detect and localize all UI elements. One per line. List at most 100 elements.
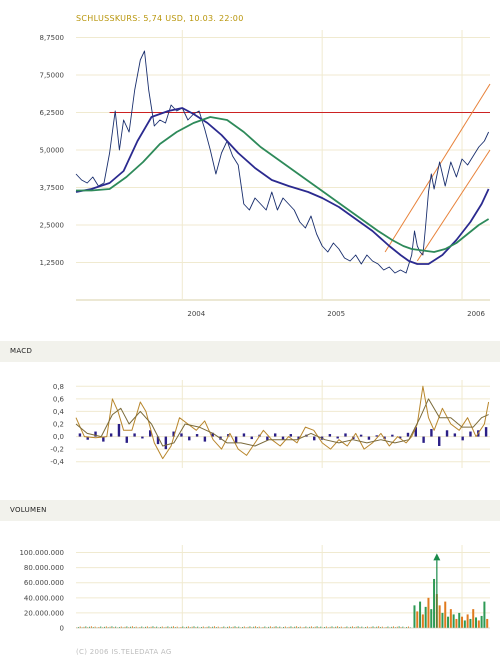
macd-histogram-bar xyxy=(109,433,113,437)
price-series-ma_fast xyxy=(75,107,490,265)
volume-bar xyxy=(458,612,461,628)
macd-y-tick-label: 0,8 xyxy=(53,383,64,391)
volume-bar-small xyxy=(89,626,91,628)
macd-histogram-bar xyxy=(289,434,293,437)
volume-bar-small xyxy=(102,627,104,628)
volume-bar-small xyxy=(305,626,307,628)
volume-bar-small xyxy=(131,626,133,628)
volume-bar-small xyxy=(266,627,268,628)
macd-histogram-bar xyxy=(367,436,371,440)
volume-bar xyxy=(427,597,430,628)
volume-bar-small xyxy=(370,626,372,628)
volume-bar-small xyxy=(389,627,391,628)
volume-bar-small xyxy=(243,626,245,628)
volume-bar xyxy=(421,614,424,628)
macd-histogram-bar xyxy=(156,436,160,445)
volume-bar-small xyxy=(109,626,111,628)
price-y-tick-label: 3,7500 xyxy=(40,184,65,192)
macd-histogram-bar xyxy=(141,436,144,439)
volume-bar-small xyxy=(191,626,193,628)
volume-bar-small xyxy=(366,626,368,628)
volume-bar-small xyxy=(288,626,290,628)
volume-bar-small xyxy=(335,626,337,628)
volume-bar-small xyxy=(169,627,171,628)
macd-histogram-bar xyxy=(359,434,363,437)
volume-bar-small xyxy=(217,626,219,628)
volume-bar-small xyxy=(92,627,94,628)
volume-bar xyxy=(469,618,472,628)
volume-bar-small xyxy=(163,627,165,628)
volume-bar-small xyxy=(176,626,178,628)
volume-bar-small xyxy=(161,626,163,628)
volume-bar-small xyxy=(385,626,387,628)
macd-histogram-bar xyxy=(391,434,394,437)
volume-bar-small xyxy=(124,626,126,628)
volume-bar xyxy=(441,612,444,628)
macd-histogram-bar xyxy=(344,433,347,437)
volume-bar-small xyxy=(128,627,130,628)
price-y-tick-label: 2,5000 xyxy=(40,222,65,230)
volume-title: VOLUMEN xyxy=(10,506,47,514)
quote-header: SCHLUSSKURS: 5,74 USD, 10.03. 22:00 xyxy=(76,14,244,23)
volume-bar xyxy=(430,609,433,628)
volume-bar-small xyxy=(210,627,212,628)
volume-bar xyxy=(463,620,466,628)
volume-bar-small xyxy=(307,627,309,628)
macd-histogram-bar xyxy=(398,436,402,439)
volume-bar-small xyxy=(387,626,389,628)
price-x-tick-label: 2005 xyxy=(327,310,345,318)
volume-bar-small xyxy=(314,626,316,628)
price-series-ma_slow xyxy=(76,116,490,253)
macd-histogram-bar xyxy=(195,434,199,437)
volume-bar-small xyxy=(98,626,100,628)
macd-section-header: MACD xyxy=(0,341,500,362)
volume-bar-small xyxy=(365,626,367,628)
volume-bar-small xyxy=(374,627,376,628)
volume-bar-small xyxy=(83,626,85,628)
macd-histogram-bar xyxy=(211,432,214,437)
volume-bar-small xyxy=(402,626,404,628)
volume-bar-small xyxy=(228,626,230,628)
volume-bar-small xyxy=(264,626,266,628)
volume-bar-small xyxy=(391,626,393,628)
volume-bar-small xyxy=(340,626,342,628)
volume-bar-small xyxy=(320,626,322,628)
macd-histogram-bar xyxy=(172,431,175,437)
macd-histogram-bar xyxy=(383,436,386,440)
macd-histogram-bar xyxy=(94,431,97,437)
volume-bar-small xyxy=(378,626,380,628)
trend-line xyxy=(416,149,491,262)
volume-bar-small xyxy=(193,626,195,628)
macd-histogram-bar xyxy=(469,431,472,437)
volume-bar-small xyxy=(107,627,109,628)
volume-bar-small xyxy=(393,626,395,628)
volume-bar-small xyxy=(238,626,240,628)
volume-bar-small xyxy=(234,626,236,628)
volume-bar-small xyxy=(286,627,288,628)
macd-histogram-bar xyxy=(414,427,417,437)
volume-bar-small xyxy=(338,627,340,628)
volume-bar-small xyxy=(253,626,255,628)
macd-histogram-bar xyxy=(281,436,285,440)
volume-bar-small xyxy=(283,626,284,628)
volume-bar-small xyxy=(182,626,184,628)
volume-bar-small xyxy=(148,627,150,628)
volume-bar-small xyxy=(400,627,402,628)
volume-bar-small xyxy=(172,626,174,628)
macd-histogram-bar xyxy=(133,433,136,437)
macd-y-tick-label: 0,4 xyxy=(53,408,65,416)
volume-bar-small xyxy=(154,627,156,628)
volume-bar-small xyxy=(152,626,154,628)
volume-bar-small xyxy=(120,626,122,628)
volume-bar-small xyxy=(333,627,335,628)
macd-histogram-bar xyxy=(180,433,183,437)
volume-bar xyxy=(461,616,464,628)
volume-bar-small xyxy=(85,626,87,628)
volume-bar-small xyxy=(350,626,352,628)
price-y-tick-label: 1,2500 xyxy=(40,259,65,267)
macd-histogram-bar xyxy=(203,436,207,442)
volume-bar-small xyxy=(126,626,128,628)
volume-bar-small xyxy=(189,627,191,628)
volume-bar-small xyxy=(251,627,253,628)
volume-bar-small xyxy=(290,626,292,628)
